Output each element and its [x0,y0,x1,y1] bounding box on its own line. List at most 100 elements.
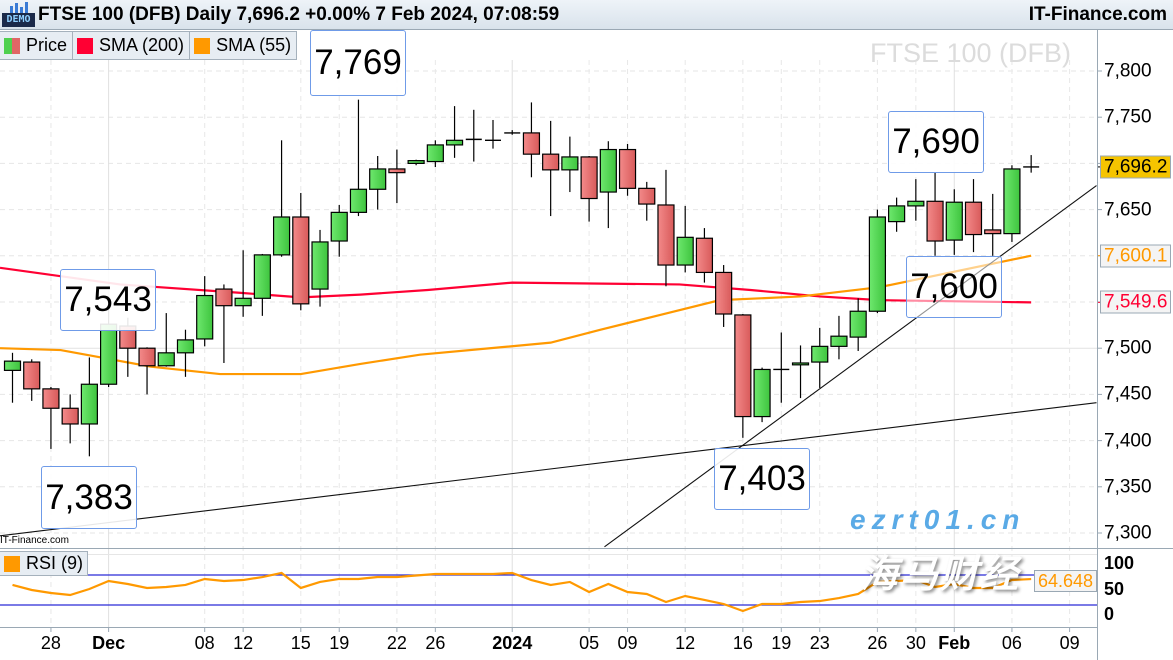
candle-body [176,339,195,354]
candle-body [830,335,848,347]
legend-label: SMA (55) [216,35,292,55]
x-tick-label: 30 [905,633,926,653]
x-tick-label: 05 [579,633,600,653]
candle-body [888,205,906,223]
demo-chart-icon: DEMO [2,2,35,28]
legend: Price SMA (200) SMA (55) [0,31,298,60]
candle-body [522,132,541,155]
legend-label: Price [26,35,68,55]
x-tick-label: 22 [386,633,407,653]
candle-body [292,216,310,305]
candle [907,179,925,221]
candle [504,130,521,135]
x-tick-label: 26 [867,633,888,653]
rsi-panel [0,554,1097,613]
legend-label: SMA (200) [99,35,185,55]
candle [618,143,637,196]
candle [485,119,501,149]
x-tick-label: 28 [40,633,61,653]
candle-body [676,236,694,266]
candle [330,204,348,257]
candle [580,156,598,222]
candle [811,327,829,388]
candle-body [3,360,22,371]
candle-body [1003,168,1021,235]
rsi-axis-label: 0 [1104,604,1115,624]
annotation-low-jan: 7,403 [714,448,810,510]
y-tick-label: 7,650 [1104,199,1152,221]
sma200-swatch-icon [77,37,94,54]
candle [695,228,714,283]
candle [676,205,694,273]
candle-body [657,204,675,266]
candle [773,332,790,403]
candle-body [388,168,406,174]
candle [926,172,944,256]
candle-body [272,216,291,256]
candle [964,179,983,253]
candle-body [734,314,752,418]
candle [80,357,98,457]
x-tick-label: 2024 [492,633,533,653]
legend-item-price[interactable]: Price [0,32,74,59]
candle-body [964,201,983,236]
y-tick-label: 7,750 [1104,106,1152,128]
candle [868,209,887,314]
candle [945,189,963,255]
candle [349,99,368,217]
x-tick-label: 08 [194,633,215,653]
candle [984,193,1002,256]
candle-body [330,211,348,242]
candle-body [945,201,963,241]
x-tick-label: 12 [675,633,696,653]
candle [42,387,60,449]
candle-body [561,156,579,171]
price-value-tag: 7,600.1 [1100,244,1172,268]
candle [715,265,733,327]
x-tick-label: 26 [425,633,446,653]
y-tick-label: 7,350 [1104,476,1152,498]
candle [272,140,291,257]
candle-body [542,153,560,171]
rsi-swatch-icon [4,555,20,572]
candle-body [157,352,175,367]
y-tick-label: 7,450 [1104,383,1152,405]
candle [542,120,560,217]
legend-item-sma55[interactable]: SMA (55) [190,32,296,59]
candle [888,197,906,232]
y-tick-label: 7,500 [1104,337,1152,359]
sma55-line [0,254,1032,376]
candles [3,99,1040,457]
candle [407,159,425,166]
x-tick-label: 19 [329,633,350,653]
candle [426,140,444,168]
candle [445,106,464,158]
candle-body [907,200,925,207]
x-tick-label: 15 [290,633,311,653]
candle-body [599,148,617,193]
candle [657,169,675,287]
candle [253,253,271,316]
rsi-value-tag: 64.648 [1034,570,1098,592]
candle [292,192,310,311]
x-tick-label: 09 [1059,633,1080,653]
candle-body [311,241,329,290]
candle [311,229,329,307]
chart-header: DEMO FTSE 100 (DFB) Daily 7,696.2 +0.00%… [0,0,1173,30]
price-swatch-icon [4,37,20,54]
rsi-axis-label: 50 [1104,579,1125,599]
candle-body [80,383,98,425]
x-tick-label: 12 [233,633,254,653]
candle [23,359,41,401]
rsi-legend[interactable]: RSI (9) [0,551,88,576]
candle [157,313,175,367]
chart-title: FTSE 100 (DFB) Daily 7,696.2 +0.00% 7 Fe… [38,4,560,25]
candle [734,314,752,438]
legend-item-sma200[interactable]: SMA (200) [73,32,191,59]
rsi-axis-label: 100 [1104,553,1135,573]
candle-body [618,148,637,189]
candle [234,250,252,317]
candle-body [580,156,598,200]
demo-badge: DEMO [2,13,35,27]
